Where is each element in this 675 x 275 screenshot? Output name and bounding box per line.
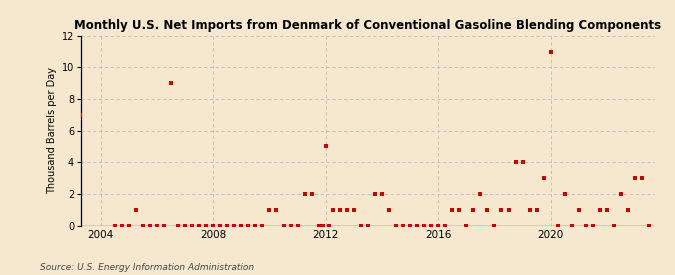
Point — [369, 192, 380, 196]
Point — [637, 176, 647, 180]
Point — [187, 223, 198, 228]
Point — [398, 223, 408, 228]
Point — [334, 207, 345, 212]
Point — [601, 207, 612, 212]
Point — [587, 223, 598, 228]
Point — [510, 160, 521, 164]
Point — [236, 223, 247, 228]
Point — [622, 207, 633, 212]
Point — [447, 207, 458, 212]
Point — [250, 223, 261, 228]
Point — [257, 223, 268, 228]
Point — [412, 223, 423, 228]
Point — [299, 192, 310, 196]
Point — [109, 223, 120, 228]
Point — [173, 223, 184, 228]
Point — [573, 207, 584, 212]
Point — [285, 223, 296, 228]
Point — [243, 223, 254, 228]
Point — [609, 223, 620, 228]
Point — [475, 192, 486, 196]
Point — [426, 223, 437, 228]
Point — [489, 223, 500, 228]
Point — [348, 207, 359, 212]
Point — [391, 223, 402, 228]
Point — [321, 144, 331, 148]
Point — [138, 223, 148, 228]
Point — [194, 223, 205, 228]
Point — [580, 223, 591, 228]
Point — [482, 207, 493, 212]
Point — [545, 50, 556, 54]
Point — [264, 207, 275, 212]
Point — [468, 207, 479, 212]
Point — [215, 223, 225, 228]
Point — [229, 223, 240, 228]
Point — [313, 223, 324, 228]
Point — [124, 223, 134, 228]
Point — [644, 223, 655, 228]
Point — [159, 223, 169, 228]
Point — [524, 207, 535, 212]
Point — [461, 223, 472, 228]
Text: Source: U.S. Energy Information Administration: Source: U.S. Energy Information Administ… — [40, 263, 254, 272]
Point — [317, 223, 328, 228]
Point — [130, 207, 141, 212]
Point — [503, 207, 514, 212]
Point — [531, 207, 542, 212]
Point — [440, 223, 451, 228]
Point — [538, 176, 549, 180]
Point — [418, 223, 429, 228]
Point — [552, 223, 563, 228]
Point — [271, 207, 282, 212]
Point — [566, 223, 577, 228]
Point — [356, 223, 367, 228]
Point — [405, 223, 416, 228]
Y-axis label: Thousand Barrels per Day: Thousand Barrels per Day — [47, 67, 57, 194]
Point — [616, 192, 626, 196]
Point — [144, 223, 155, 228]
Point — [433, 223, 443, 228]
Point — [517, 160, 528, 164]
Point — [74, 113, 85, 117]
Point — [278, 223, 289, 228]
Point — [377, 192, 387, 196]
Point — [208, 223, 219, 228]
Point — [560, 192, 570, 196]
Point — [342, 207, 352, 212]
Point — [200, 223, 211, 228]
Point — [323, 223, 334, 228]
Point — [383, 207, 394, 212]
Point — [327, 207, 338, 212]
Point — [165, 81, 176, 85]
Point — [180, 223, 190, 228]
Point — [454, 207, 464, 212]
Point — [306, 192, 317, 196]
Point — [222, 223, 233, 228]
Point — [630, 176, 641, 180]
Title: Monthly U.S. Net Imports from Denmark of Conventional Gasoline Blending Componen: Monthly U.S. Net Imports from Denmark of… — [74, 19, 662, 32]
Point — [362, 223, 373, 228]
Point — [595, 207, 605, 212]
Point — [152, 223, 163, 228]
Point — [292, 223, 303, 228]
Point — [496, 207, 507, 212]
Point — [116, 223, 127, 228]
